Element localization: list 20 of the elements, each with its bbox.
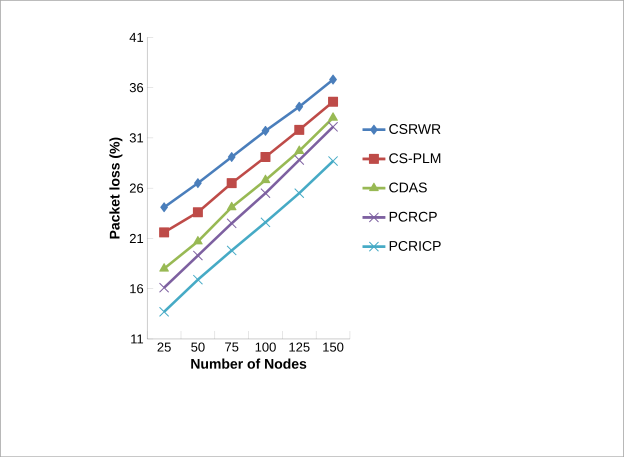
legend-label: CDAS bbox=[389, 182, 427, 192]
x-tick-label: 150 bbox=[323, 342, 344, 352]
x-tick-label: 125 bbox=[289, 342, 310, 352]
legend-label: CSRWR bbox=[389, 124, 440, 134]
y-tick-label: 11 bbox=[131, 334, 144, 344]
legend-label: CS-PLM bbox=[389, 153, 440, 164]
x-tick-label: 75 bbox=[225, 342, 238, 352]
y-tick-label: 41 bbox=[130, 32, 144, 42]
x-tick-label: 100 bbox=[256, 342, 276, 352]
y-tick-label: 16 bbox=[130, 284, 144, 294]
x-tick-label: 50 bbox=[191, 342, 205, 352]
y-tick-label: 21 bbox=[130, 234, 144, 243]
x-axis-title: Number of Nodes bbox=[191, 358, 306, 369]
legend-label: PCRCP bbox=[390, 212, 437, 222]
x-tick-label: 25 bbox=[158, 342, 171, 352]
y-tick-label: 26 bbox=[130, 183, 144, 193]
y-tick-label: 31 bbox=[130, 133, 144, 142]
y-tick-label: 36 bbox=[130, 82, 144, 92]
y-axis-title: Packet loss (%) bbox=[109, 137, 122, 238]
legend-label: PCRICP bbox=[390, 240, 441, 251]
